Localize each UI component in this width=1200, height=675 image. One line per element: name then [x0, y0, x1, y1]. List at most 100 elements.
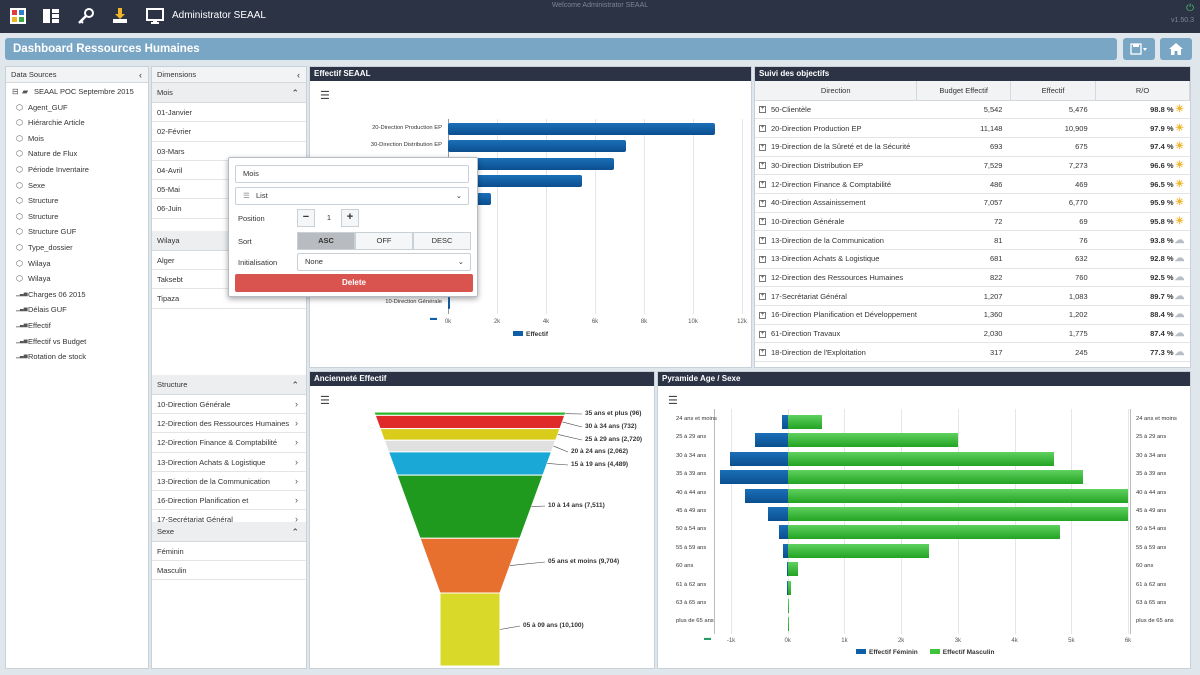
- table-row[interactable]: +17-Secrétariat Général 1,207 1,083 89.7 %☁: [755, 286, 1190, 307]
- datasource-item[interactable]: ⬡ Wilaya: [6, 271, 148, 287]
- popup-name-field[interactable]: Mois: [235, 165, 469, 183]
- table-row[interactable]: +18-Direction de l'Exploitation 317 245 77.…: [755, 342, 1190, 363]
- bar-masculin[interactable]: [787, 507, 1128, 521]
- bar-masculin[interactable]: [787, 525, 1060, 540]
- funnel-segment[interactable]: [374, 414, 566, 430]
- column-header[interactable]: Direction: [755, 81, 918, 101]
- bar[interactable]: [448, 123, 716, 135]
- dim-section-sexe[interactable]: Sexe ⌃: [152, 521, 306, 542]
- bar-masculin[interactable]: [787, 470, 1083, 485]
- dim-item[interactable]: 16-Direction Planification et ›: [152, 491, 306, 511]
- expand-row-icon[interactable]: +: [759, 162, 766, 170]
- dim-item[interactable]: 02-Février: [152, 122, 306, 142]
- position-value[interactable]: 1: [326, 213, 332, 222]
- column-header[interactable]: R/O: [1095, 81, 1190, 101]
- datasource-item[interactable]: ▁▃▅ Charges 06 2015: [6, 287, 148, 303]
- datasource-item[interactable]: ⬡ Sexe: [6, 178, 148, 194]
- sort-asc-button[interactable]: ASC: [297, 232, 355, 250]
- dim-item[interactable]: 01-Janvier: [152, 103, 306, 123]
- datasource-item[interactable]: ⬡ Période Inventaire: [6, 162, 148, 178]
- dashboard-grid-icon[interactable]: [10, 5, 26, 27]
- chart-menu-icon[interactable]: ☰: [320, 90, 330, 102]
- column-header[interactable]: Budget Effectif: [916, 81, 1011, 101]
- table-row[interactable]: +30-Direction Distribution EP 7,529 7,273 9…: [755, 156, 1190, 176]
- expand-row-icon[interactable]: +: [759, 274, 766, 282]
- collapse-left-icon[interactable]: ‹: [139, 70, 142, 80]
- dim-item[interactable]: 12-Direction Finance & Comptabilité ›: [152, 433, 306, 453]
- table-row[interactable]: +20-Direction Production EP 11,148 10,909 9…: [755, 118, 1190, 138]
- collapse-left-icon[interactable]: ‹: [297, 70, 300, 80]
- expand-row-icon[interactable]: +: [759, 237, 766, 245]
- expand-row-icon[interactable]: +: [759, 293, 766, 301]
- legend-nav-icon[interactable]: ▬: [430, 315, 437, 323]
- chevron-up-icon[interactable]: ⌃: [291, 88, 299, 98]
- chevron-up-icon[interactable]: ⌃: [291, 379, 299, 390]
- datasource-item[interactable]: ▁▃▅ Effectif vs Budget: [6, 334, 148, 350]
- expand-row-icon[interactable]: +: [759, 349, 766, 357]
- datasource-item[interactable]: ⬡ Agent_GUF: [6, 100, 148, 116]
- dim-structure-list[interactable]: 10-Direction Générale › 12-Direction des R…: [152, 395, 306, 522]
- power-icon[interactable]: ⏻: [1186, 3, 1194, 14]
- bar-feminin[interactable]: [787, 562, 789, 577]
- datasource-root[interactable]: ⊟ ▰ SEAAL POC Septembre 2015: [6, 84, 148, 100]
- dim-item[interactable]: Tipaza: [152, 289, 306, 309]
- dim-item[interactable]: Masculin: [152, 561, 306, 581]
- expand-row-icon[interactable]: +: [759, 125, 766, 133]
- bar-feminin[interactable]: [767, 507, 788, 521]
- layout-icon[interactable]: [43, 5, 59, 27]
- home-button[interactable]: [1160, 38, 1192, 60]
- datasource-item[interactable]: ⬡ Structure: [6, 209, 148, 225]
- bar-masculin[interactable]: [787, 580, 792, 595]
- initialisation-select[interactable]: None ⌄: [297, 253, 471, 271]
- monitor-icon[interactable]: [146, 5, 164, 27]
- bar-masculin[interactable]: [787, 451, 1055, 466]
- dim-item[interactable]: 13-Direction de la Communication ›: [152, 472, 306, 492]
- table-row[interactable]: +12-Direction Finance & Comptabilité 486 4…: [755, 174, 1190, 194]
- position-increment-button[interactable]: +: [341, 209, 359, 227]
- dim-item[interactable]: 13-Direction Achats & Logistique ›: [152, 453, 306, 472]
- key-icon[interactable]: [78, 5, 94, 27]
- column-header[interactable]: Effectif: [1010, 81, 1097, 101]
- datasource-item[interactable]: ⬡ Hiérarchie Article: [6, 115, 148, 131]
- delete-button[interactable]: Delete: [235, 274, 473, 292]
- expand-row-icon[interactable]: +: [759, 330, 766, 338]
- bar[interactable]: [448, 297, 450, 309]
- table-row[interactable]: +13-Direction Achats & Logistique 681 632 9…: [755, 249, 1190, 269]
- datasource-item[interactable]: ⬡ Mois: [6, 131, 148, 147]
- table-row[interactable]: +19-Direction de la Sûreté et de la Sécu…: [755, 137, 1190, 157]
- table-row[interactable]: +13-Direction de la Communication 81 76 93.…: [755, 230, 1190, 250]
- bar-masculin[interactable]: [787, 599, 790, 613]
- legend-nav-icon[interactable]: ▬: [704, 634, 711, 642]
- position-decrement-button[interactable]: −: [297, 209, 315, 227]
- bar-feminin[interactable]: [754, 433, 788, 448]
- expand-row-icon[interactable]: +: [759, 106, 766, 114]
- bar-masculin[interactable]: [787, 415, 822, 429]
- chart-menu-icon[interactable]: ☰: [320, 395, 330, 407]
- datasource-item[interactable]: ⬡ Structure GUF: [6, 224, 148, 240]
- dim-section-mois[interactable]: Mois ⌃: [152, 83, 306, 103]
- popup-type-select[interactable]: ☰ List ⌄: [235, 187, 469, 205]
- bar[interactable]: [448, 157, 614, 170]
- expand-row-icon[interactable]: +: [759, 311, 766, 319]
- funnel-segment[interactable]: [396, 474, 544, 539]
- expand-row-icon[interactable]: +: [759, 143, 766, 151]
- table-row[interactable]: +12-Direction des Ressources Humaines 822…: [755, 268, 1190, 288]
- table-row[interactable]: +40-Direction Assainissement 7,057 6,770 95…: [755, 193, 1190, 213]
- expand-row-icon[interactable]: +: [759, 181, 766, 189]
- expand-icon[interactable]: ⊟: [12, 87, 19, 96]
- dim-item[interactable]: 12-Direction des Ressources Humaines ›: [152, 414, 306, 434]
- bar-feminin[interactable]: [729, 451, 788, 466]
- expand-row-icon[interactable]: +: [759, 199, 766, 207]
- datasource-item[interactable]: ▁▃▅ Effectif: [6, 318, 148, 334]
- bar[interactable]: [448, 140, 627, 153]
- datasource-item[interactable]: ⬡ Nature de Flux: [6, 146, 148, 162]
- datasource-item[interactable]: ⬡ Structure: [6, 193, 148, 209]
- chevron-up-icon[interactable]: ⌃: [291, 526, 299, 537]
- funnel-segment[interactable]: [387, 451, 553, 476]
- table-row[interactable]: +61-Direction Travaux 2,030 1,775 87.4 %☁: [755, 324, 1190, 344]
- dim-item[interactable]: 17-Secrétariat Général ›: [152, 510, 306, 521]
- dim-section-structure[interactable]: Structure ⌃: [152, 374, 306, 395]
- bar-masculin[interactable]: [787, 617, 789, 632]
- datasource-item[interactable]: ▁▃▅ Délais GUF: [6, 302, 148, 318]
- bar-masculin[interactable]: [787, 488, 1128, 503]
